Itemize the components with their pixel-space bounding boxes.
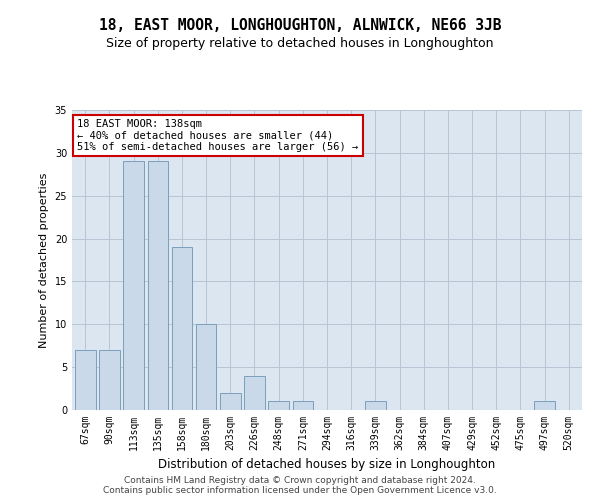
Bar: [534, 402, 555, 410]
Bar: [124, 162, 144, 410]
Bar: [172, 247, 192, 410]
Bar: [99, 350, 120, 410]
Bar: [75, 350, 95, 410]
Text: 18 EAST MOOR: 138sqm
← 40% of detached houses are smaller (44)
51% of semi-detac: 18 EAST MOOR: 138sqm ← 40% of detached h…: [77, 119, 358, 152]
Bar: [293, 402, 313, 410]
Text: Contains HM Land Registry data © Crown copyright and database right 2024.
Contai: Contains HM Land Registry data © Crown c…: [103, 476, 497, 495]
Bar: [220, 393, 241, 410]
Bar: [196, 324, 217, 410]
X-axis label: Distribution of detached houses by size in Longhoughton: Distribution of detached houses by size …: [158, 458, 496, 471]
Y-axis label: Number of detached properties: Number of detached properties: [39, 172, 49, 348]
Text: 18, EAST MOOR, LONGHOUGHTON, ALNWICK, NE66 3JB: 18, EAST MOOR, LONGHOUGHTON, ALNWICK, NE…: [99, 18, 501, 32]
Text: Size of property relative to detached houses in Longhoughton: Size of property relative to detached ho…: [106, 38, 494, 51]
Bar: [148, 162, 168, 410]
Bar: [244, 376, 265, 410]
Bar: [268, 402, 289, 410]
Bar: [365, 402, 386, 410]
